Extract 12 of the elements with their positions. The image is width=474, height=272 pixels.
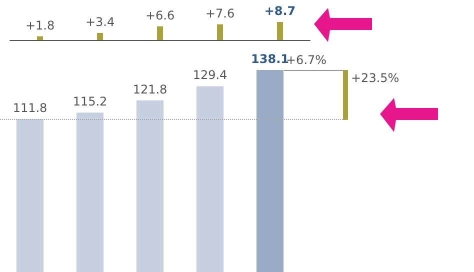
text: +23.5% bbox=[351, 71, 400, 85]
text: +6.7% bbox=[286, 53, 327, 67]
data-label: 111.8 bbox=[12, 100, 48, 115]
data-label: 138.1 bbox=[251, 52, 289, 66]
data-label: 129.4 bbox=[192, 68, 228, 82]
data-label: +7.6 bbox=[205, 6, 235, 20]
data-label: +1.8 bbox=[25, 18, 55, 32]
data-label: 121.8 bbox=[132, 82, 168, 96]
data-label: +6.6 bbox=[145, 8, 175, 22]
data-label: +8.7 bbox=[264, 4, 296, 18]
data-label: +3.4 bbox=[85, 14, 115, 29]
data-label: 115.2 bbox=[72, 94, 108, 109]
